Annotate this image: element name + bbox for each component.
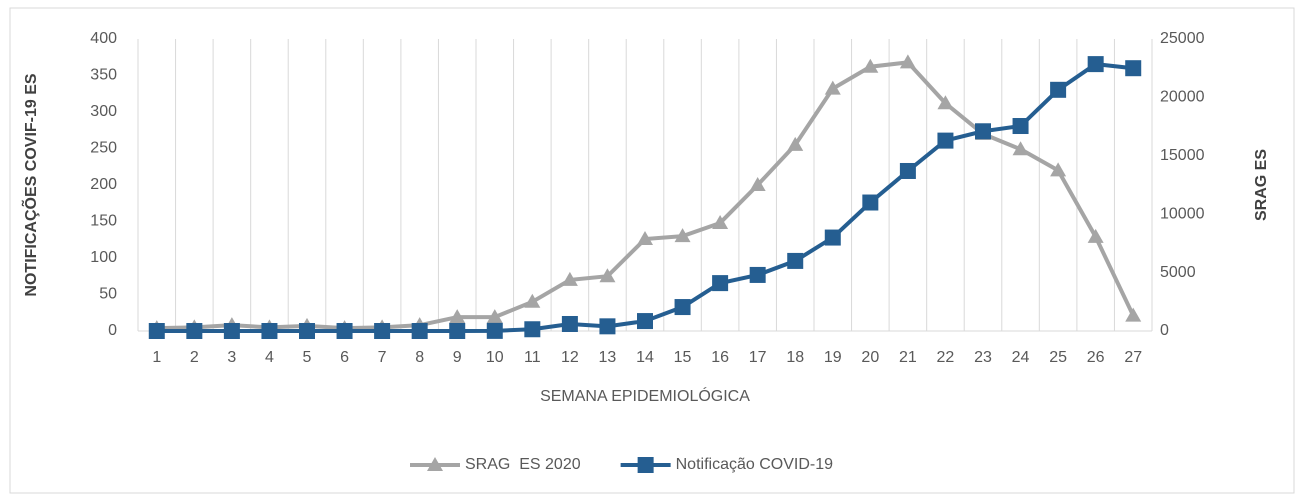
data-point bbox=[787, 253, 803, 269]
data-point bbox=[937, 133, 953, 149]
x-tick-label: 21 bbox=[899, 349, 917, 366]
data-point bbox=[975, 123, 991, 139]
x-tick-label: 12 bbox=[561, 349, 579, 366]
data-point bbox=[337, 323, 353, 339]
x-tick-label: 13 bbox=[599, 349, 617, 366]
x-tick-label: 17 bbox=[749, 349, 767, 366]
x-tick-label: 18 bbox=[786, 349, 804, 366]
data-point bbox=[149, 323, 165, 339]
y-tick-label: 300 bbox=[90, 103, 117, 120]
x-tick-label: 10 bbox=[486, 349, 504, 366]
data-point bbox=[374, 323, 390, 339]
x-tick-label: 20 bbox=[861, 349, 879, 366]
y2-axis-title: SRAG ES bbox=[1253, 149, 1270, 221]
legend-label: SRAG ES 2020 bbox=[465, 456, 581, 473]
x-tick-label: 4 bbox=[265, 349, 274, 366]
data-point bbox=[599, 318, 615, 334]
x-tick-label: 2 bbox=[190, 349, 199, 366]
data-point bbox=[261, 323, 277, 339]
y2-tick-label: 10000 bbox=[1160, 205, 1205, 222]
y-tick-label: 100 bbox=[90, 249, 117, 266]
chart: NOTIFICAÇÕES COVIF-19 ES SRAG ES SEMANA … bbox=[0, 0, 1295, 494]
y-tick-label: 150 bbox=[90, 213, 117, 230]
legend-label: Notificação COVID-19 bbox=[676, 456, 833, 473]
data-point bbox=[224, 323, 240, 339]
data-point bbox=[1013, 118, 1029, 134]
x-tick-label: 7 bbox=[378, 349, 387, 366]
data-point bbox=[825, 230, 841, 246]
y-tick-label: 250 bbox=[90, 140, 117, 157]
data-point bbox=[1088, 56, 1104, 72]
y-tick-label: 200 bbox=[90, 176, 117, 193]
data-point bbox=[412, 323, 428, 339]
data-point bbox=[900, 163, 916, 179]
x-tick-label: 16 bbox=[711, 349, 729, 366]
y2-tick-label: 25000 bbox=[1160, 30, 1205, 47]
y-axis-title: NOTIFICAÇÕES COVIF-19 ES bbox=[20, 73, 40, 296]
data-point bbox=[862, 195, 878, 211]
x-tick-label: 23 bbox=[974, 349, 992, 366]
data-point bbox=[675, 299, 691, 315]
y2-tick-label: 5000 bbox=[1160, 264, 1196, 281]
x-tick-label: 25 bbox=[1049, 349, 1067, 366]
data-point bbox=[562, 316, 578, 332]
data-point bbox=[1050, 82, 1066, 98]
y-tick-label: 400 bbox=[90, 30, 117, 47]
x-tick-label: 8 bbox=[415, 349, 424, 366]
x-tick-label: 19 bbox=[824, 349, 842, 366]
x-tick-label: 15 bbox=[674, 349, 692, 366]
data-point bbox=[750, 267, 766, 283]
y-tick-label: 50 bbox=[99, 286, 117, 303]
y2-tick-label: 20000 bbox=[1160, 89, 1205, 106]
data-point bbox=[487, 323, 503, 339]
data-point bbox=[637, 313, 653, 329]
x-tick-label: 27 bbox=[1124, 349, 1142, 366]
y-tick-label: 350 bbox=[90, 67, 117, 84]
x-axis-title: SEMANA EPIDEMIOLÓGICA bbox=[540, 386, 750, 405]
x-tick-label: 26 bbox=[1087, 349, 1105, 366]
y2-tick-label: 0 bbox=[1160, 322, 1169, 339]
data-point bbox=[299, 323, 315, 339]
y-tick-label: 0 bbox=[108, 322, 117, 339]
data-point bbox=[449, 323, 465, 339]
x-tick-label: 5 bbox=[303, 349, 312, 366]
x-tick-label: 6 bbox=[340, 349, 349, 366]
data-point bbox=[524, 321, 540, 337]
data-point bbox=[1125, 60, 1141, 76]
x-tick-label: 22 bbox=[937, 349, 955, 366]
x-tick-label: 1 bbox=[152, 349, 161, 366]
legend-marker bbox=[638, 457, 654, 473]
x-tick-label: 9 bbox=[453, 349, 462, 366]
x-tick-label: 3 bbox=[227, 349, 236, 366]
x-tick-label: 14 bbox=[636, 349, 654, 366]
data-point bbox=[712, 275, 728, 291]
data-point bbox=[186, 323, 202, 339]
x-tick-label: 24 bbox=[1012, 349, 1030, 366]
y2-tick-label: 15000 bbox=[1160, 147, 1205, 164]
x-tick-label: 11 bbox=[524, 349, 541, 366]
